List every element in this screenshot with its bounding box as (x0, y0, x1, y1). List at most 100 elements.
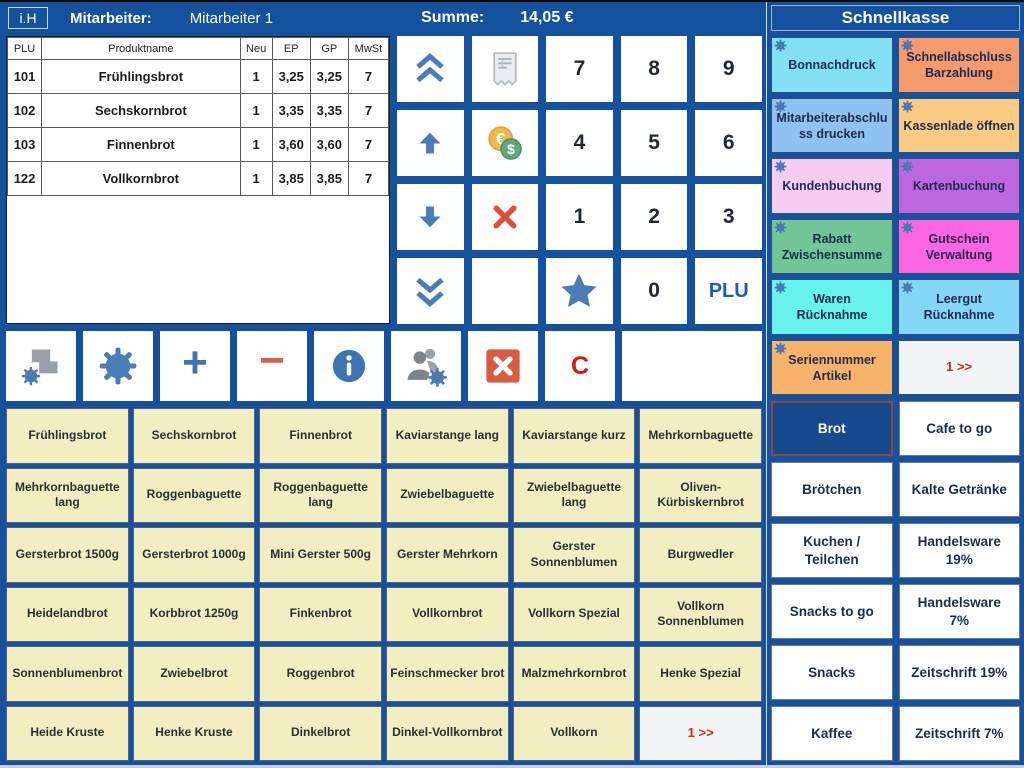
product-button[interactable]: Frühlingsbrot (6, 408, 129, 464)
quick-button-kundenbuchung[interactable]: Kundenbuchung (771, 158, 893, 214)
quick-pager-label: 1 >> (945, 359, 973, 375)
void-item-button[interactable] (471, 184, 539, 250)
workflow-button[interactable] (6, 331, 76, 401)
product-button[interactable]: Heide Kruste (6, 705, 129, 761)
product-button[interactable]: Roggenbaguette lang (259, 467, 382, 523)
quick-button-kartenbuchung[interactable]: Kartenbuchung (898, 158, 1020, 214)
product-pager-button[interactable]: 1 >> (639, 705, 762, 761)
table-row[interactable]: 101 Frühlingsbrot 1 3,25 3,25 7 (7, 59, 389, 94)
category-handelsware-7[interactable]: Handelsware 7% (898, 584, 1020, 639)
quick-button-schnellabschluss-barzahlung[interactable]: Schnellabschluss Barzahlung (898, 37, 1020, 93)
scroll-up-button[interactable] (397, 110, 464, 176)
quick-button-waren-ruecknahme[interactable]: Waren Rücknahme (771, 279, 893, 335)
product-button[interactable]: Zwiebelbrot (132, 646, 256, 702)
digit-8-button[interactable]: 8 (620, 36, 688, 102)
category-kaffee[interactable]: Kaffee (771, 706, 893, 761)
product-button[interactable]: Gerster Sonnenblumen (512, 527, 636, 583)
digit-1-button[interactable]: 1 (546, 184, 613, 250)
product-button[interactable]: Vollkornbrot (385, 586, 509, 642)
product-button[interactable]: Zwiebelbaguette lang (512, 467, 636, 523)
digit-5-button[interactable]: 5 (620, 110, 688, 176)
red-cross-icon (490, 202, 520, 232)
settings-button[interactable] (83, 331, 153, 401)
product-button[interactable]: Sechskornbrot (132, 408, 256, 464)
keypad-blank-button[interactable] (471, 258, 539, 324)
user-settings-button[interactable] (391, 331, 461, 401)
cell-neu: 1 (239, 93, 273, 128)
product-button[interactable]: Dinkelbrot (259, 705, 382, 761)
price-change-button[interactable] (471, 110, 539, 176)
quick-pager-button[interactable]: 1 >> (898, 339, 1020, 395)
quick-button-label: Leergut Rücknahme (923, 292, 995, 323)
product-button[interactable]: Henke Spezial (639, 646, 762, 702)
product-button[interactable]: Vollkorn Sonnenblumen (639, 586, 762, 642)
info-button[interactable] (314, 331, 384, 401)
delete-button[interactable] (468, 331, 538, 401)
category-snacks[interactable]: Snacks (771, 645, 893, 700)
quick-button-rabatt-zwischensumme[interactable]: Rabatt Zwischensumme (771, 218, 893, 274)
category-handelsware-19[interactable]: Handelsware 19% (898, 523, 1020, 578)
product-button[interactable]: Vollkorn Spezial (512, 586, 636, 642)
quick-button-seriennummer-artikel[interactable]: Seriennummer Artikel (771, 339, 893, 395)
table-row[interactable]: 122 Vollkornbrot 1 3,85 3,85 7 (7, 161, 389, 196)
table-row[interactable]: 102 Sechskornbrot 1 3,35 3,35 7 (7, 93, 389, 128)
quick-button-gutschein-verwaltung[interactable]: Gutschein Verwaltung (898, 218, 1020, 274)
category-cafe-to-go[interactable]: Cafe to go (898, 401, 1020, 456)
digit-9-button[interactable]: 9 (695, 36, 762, 102)
plu-button[interactable]: PLU (695, 258, 762, 324)
product-button[interactable]: Henke Kruste (132, 705, 256, 761)
scroll-top-button[interactable] (397, 36, 464, 102)
product-button[interactable]: Gersterbrot 1000g (132, 527, 256, 583)
digit-0-button[interactable]: 0 (620, 258, 688, 324)
clear-button[interactable]: C (545, 331, 615, 401)
product-button[interactable]: Gersterbrot 1500g (6, 527, 129, 583)
product-button[interactable]: Kaviarstange kurz (512, 408, 636, 464)
digit-4-button[interactable]: 4 (546, 110, 613, 176)
category-brot[interactable]: Brot (771, 401, 893, 456)
scroll-bottom-button[interactable] (397, 258, 464, 324)
product-button[interactable]: Burgwedler (639, 527, 762, 583)
category-zeitschrift-7[interactable]: Zeitschrift 7% (898, 706, 1020, 761)
keypad: 7 8 9 4 5 6 1 2 3 0 PLU (397, 36, 762, 324)
digit-2-button[interactable]: 2 (620, 184, 688, 250)
product-button[interactable]: Korbbrot 1250g (132, 586, 256, 642)
product-button[interactable]: Sonnenblumenbrot (6, 646, 129, 702)
product-button[interactable]: Mehrkornbaguette lang (6, 467, 129, 523)
category-kuchen-teilchen[interactable]: Kuchen / Teilchen (771, 523, 893, 578)
toolbar-blank-button[interactable] (622, 331, 762, 401)
remove-button[interactable]: − (237, 331, 307, 401)
scroll-down-button[interactable] (397, 184, 464, 250)
favorites-button[interactable] (546, 258, 613, 324)
product-button[interactable]: Heidelandbrot (6, 586, 129, 642)
product-button[interactable]: Finkenbrot (259, 586, 382, 642)
product-button[interactable]: Oliven-Kürbiskernbrot (639, 467, 762, 523)
add-button[interactable]: + (160, 331, 230, 401)
product-button[interactable]: Finnenbrot (259, 408, 382, 464)
col-neu: Neu (239, 37, 273, 60)
quick-button-kassenlade-oeffnen[interactable]: Kassenlade öffnen (898, 97, 1020, 153)
quick-button-bonnachdruck[interactable]: Bonnachdruck (771, 37, 893, 93)
category-snacks-to-go[interactable]: Snacks to go (771, 584, 893, 639)
double-chevron-up-icon (413, 52, 447, 86)
product-button[interactable]: Roggenbrot (259, 646, 382, 702)
product-button[interactable]: Mehrkornbaguette (639, 408, 762, 464)
quick-button-mitarbeiterabschluss-drucken[interactable]: Mitarbeiterabschluss drucken (771, 97, 893, 153)
product-button[interactable]: Dinkel-Vollkornbrot (385, 705, 509, 761)
category-broetchen[interactable]: Brötchen (771, 462, 893, 517)
product-button[interactable]: Mini Gerster 500g (259, 527, 382, 583)
table-row[interactable]: 103 Finnenbrot 1 3,60 3,60 7 (7, 127, 389, 162)
digit-7-button[interactable]: 7 (546, 36, 613, 102)
receipt-button[interactable] (471, 36, 539, 102)
product-button[interactable]: Zwiebelbaguette (385, 467, 509, 523)
category-kalte-getraenke[interactable]: Kalte Getränke (898, 462, 1020, 517)
product-button[interactable]: Roggenbaguette (132, 467, 256, 523)
product-button[interactable]: Malzmehrkornbrot (512, 646, 636, 702)
digit-6-button[interactable]: 6 (695, 110, 762, 176)
product-button[interactable]: Gerster Mehrkorn (385, 527, 509, 583)
quick-button-leergut-ruecknahme[interactable]: Leergut Rücknahme (898, 279, 1020, 335)
product-button[interactable]: Vollkorn (512, 705, 636, 761)
product-button[interactable]: Kaviarstange lang (385, 408, 509, 464)
digit-3-button[interactable]: 3 (695, 184, 762, 250)
product-button[interactable]: Feinschmecker brot (385, 646, 509, 702)
category-zeitschrift-19[interactable]: Zeitschrift 19% (898, 645, 1020, 700)
